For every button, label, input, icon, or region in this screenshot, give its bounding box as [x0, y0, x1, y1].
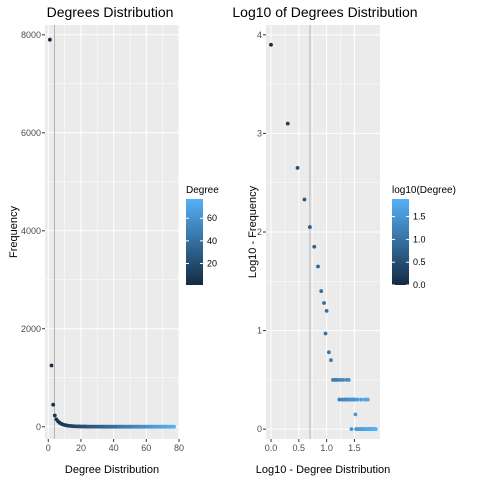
- x-tick-label: 80: [174, 443, 184, 453]
- y-tick-label: 6000: [21, 128, 41, 138]
- data-point: [355, 397, 360, 402]
- chart-right-y-ticks: 0 1 2 3 4: [257, 30, 266, 434]
- chart-left-legend-title: Degree: [186, 185, 219, 196]
- legend-tick-label: 1.5: [413, 212, 426, 222]
- chart-right-x-label: Log10 - Degree Distribution: [256, 464, 391, 476]
- data-point: [269, 42, 273, 47]
- chart-left-x-ticks: 0 20 40 60 80: [46, 439, 184, 453]
- y-tick-label: 4000: [21, 226, 41, 236]
- data-point: [349, 427, 354, 432]
- chart-left: Degrees Distribution 0 20 40 60 80 0 2000 4000…: [8, 4, 219, 476]
- chart-right-legend-ticks: 0.0 0.5 1.0 1.5: [392, 212, 426, 290]
- chart-left-legend-ticks: 20 40 60: [186, 213, 217, 269]
- data-point: [285, 121, 290, 126]
- y-tick-label: 4: [257, 30, 262, 40]
- data-point: [51, 402, 56, 407]
- x-tick-label: 1.5: [348, 443, 361, 453]
- data-point: [373, 427, 378, 432]
- x-tick-label: 0.5: [293, 443, 306, 453]
- chart-right-x-ticks: 0.0 0.5 1.0 1.5: [265, 439, 361, 453]
- y-tick-label: 0: [257, 424, 262, 434]
- data-point: [323, 331, 328, 336]
- chart-right-legend-title: log10(Degree): [392, 185, 456, 196]
- y-tick-label: 0: [36, 422, 41, 432]
- chart-right-points: [269, 42, 378, 432]
- data-point: [307, 225, 312, 229]
- chart-right-title: Log10 of Degrees Distribution: [232, 4, 417, 20]
- legend-tick-label: 40: [207, 236, 217, 246]
- data-point: [48, 37, 52, 42]
- y-tick-label: 8000: [21, 30, 41, 40]
- legend-tick-label: 20: [207, 259, 217, 269]
- chart-right-y-label: Log10 - Frequency: [247, 185, 259, 278]
- data-point: [359, 397, 364, 402]
- data-point: [341, 377, 346, 382]
- y-tick-label: 3: [257, 128, 262, 138]
- chart-left-title: Degrees Distribution: [47, 4, 174, 20]
- chart-left-colorbar: [186, 199, 203, 285]
- data-point: [336, 377, 340, 382]
- data-point: [295, 166, 300, 170]
- chart-right-legend: log10(Degree) 0.0 0.5 1.0 1.5: [392, 185, 456, 290]
- chart-left-panel: [45, 25, 179, 439]
- data-point: [346, 377, 351, 382]
- data-point: [52, 413, 57, 418]
- x-tick-label: 0: [46, 443, 51, 453]
- legend-tick-label: 1.0: [413, 234, 426, 244]
- data-point: [172, 424, 176, 429]
- chart-right: Log10 of Degrees Distribution 0.0 0.5 1.0 1…: [232, 4, 456, 476]
- chart-left-y-ticks: 0 2000 4000 6000 8000: [21, 30, 45, 432]
- data-point: [365, 397, 370, 402]
- chart-left-points: [48, 37, 176, 429]
- y-tick-label: 1: [257, 326, 262, 336]
- data-point: [329, 358, 333, 363]
- data-point: [302, 197, 307, 202]
- data-point: [312, 244, 317, 249]
- data-point: [353, 412, 358, 417]
- data-point: [319, 289, 324, 294]
- legend-tick-label: 0.0: [413, 280, 426, 290]
- data-point: [337, 397, 342, 402]
- data-point: [322, 301, 326, 305]
- data-point: [326, 350, 331, 355]
- data-point: [324, 308, 329, 313]
- x-tick-label: 40: [109, 443, 119, 453]
- x-tick-label: 0.0: [265, 443, 278, 453]
- y-tick-label: 2000: [21, 324, 41, 334]
- chart-right-grid: [266, 25, 380, 439]
- x-tick-label: 20: [76, 443, 86, 453]
- data-point: [316, 264, 320, 269]
- legend-tick-label: 0.5: [413, 257, 426, 267]
- x-tick-label: 60: [141, 443, 151, 453]
- y-tick-label: 2: [257, 227, 262, 237]
- data-point: [352, 397, 357, 402]
- data-point: [49, 363, 54, 368]
- chart-left-x-label: Degree Distribution: [65, 464, 159, 476]
- legend-tick-label: 60: [207, 213, 217, 223]
- chart-right-colorbar: [392, 199, 409, 285]
- chart-left-legend: Degree 20 40 60: [186, 185, 219, 285]
- chart-left-y-label: Frequency: [8, 206, 20, 258]
- x-tick-label: 1.0: [320, 443, 333, 453]
